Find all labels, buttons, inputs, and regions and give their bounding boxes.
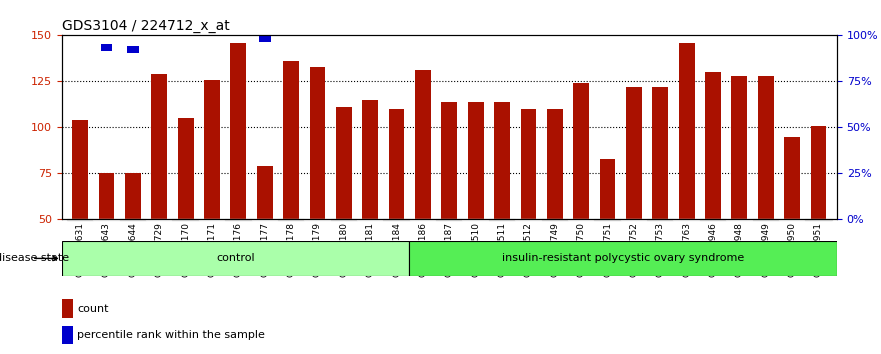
FancyBboxPatch shape [443,12,455,20]
Bar [547,109,563,219]
Bar [731,76,747,219]
FancyBboxPatch shape [62,241,409,276]
Bar [784,137,800,219]
Bar [600,159,616,219]
FancyBboxPatch shape [409,241,837,276]
Bar [152,74,167,219]
Text: GDS3104 / 224712_x_at: GDS3104 / 224712_x_at [62,19,229,33]
Text: insulin-resistant polycystic ovary syndrome: insulin-resistant polycystic ovary syndr… [502,253,744,263]
Bar [468,102,484,219]
Bar [62,326,72,344]
FancyBboxPatch shape [655,14,666,22]
Bar [811,126,826,219]
Bar [389,109,404,219]
FancyBboxPatch shape [390,20,403,27]
Bar [652,87,668,219]
Bar [441,102,457,219]
Bar [678,43,694,219]
Bar [415,70,431,219]
Bar [494,102,510,219]
FancyBboxPatch shape [206,12,218,20]
Bar [574,83,589,219]
FancyBboxPatch shape [707,12,719,20]
Text: count: count [78,304,108,314]
Bar [521,109,537,219]
FancyBboxPatch shape [100,44,113,51]
FancyBboxPatch shape [127,46,139,53]
FancyBboxPatch shape [285,9,297,16]
FancyBboxPatch shape [338,23,350,31]
Bar [626,87,642,219]
Text: percentile rank within the sample: percentile rank within the sample [78,330,265,340]
Bar [178,118,194,219]
Bar [99,173,115,219]
FancyBboxPatch shape [312,7,323,14]
FancyBboxPatch shape [812,29,825,36]
Bar [758,76,774,219]
FancyBboxPatch shape [74,29,86,36]
Bar [256,166,272,219]
Text: control: control [216,253,255,263]
Bar [283,61,299,219]
FancyBboxPatch shape [233,5,244,12]
Bar [231,43,247,219]
FancyBboxPatch shape [364,20,376,27]
Text: disease state: disease state [0,253,69,263]
Bar [72,120,88,219]
FancyBboxPatch shape [759,12,772,20]
Bar [204,80,220,219]
FancyBboxPatch shape [417,5,429,12]
Bar [705,72,721,219]
FancyBboxPatch shape [259,34,270,42]
Bar [362,100,378,219]
Bar [336,107,352,219]
Bar [125,173,141,219]
Bar [309,67,325,219]
Bar [62,299,72,318]
